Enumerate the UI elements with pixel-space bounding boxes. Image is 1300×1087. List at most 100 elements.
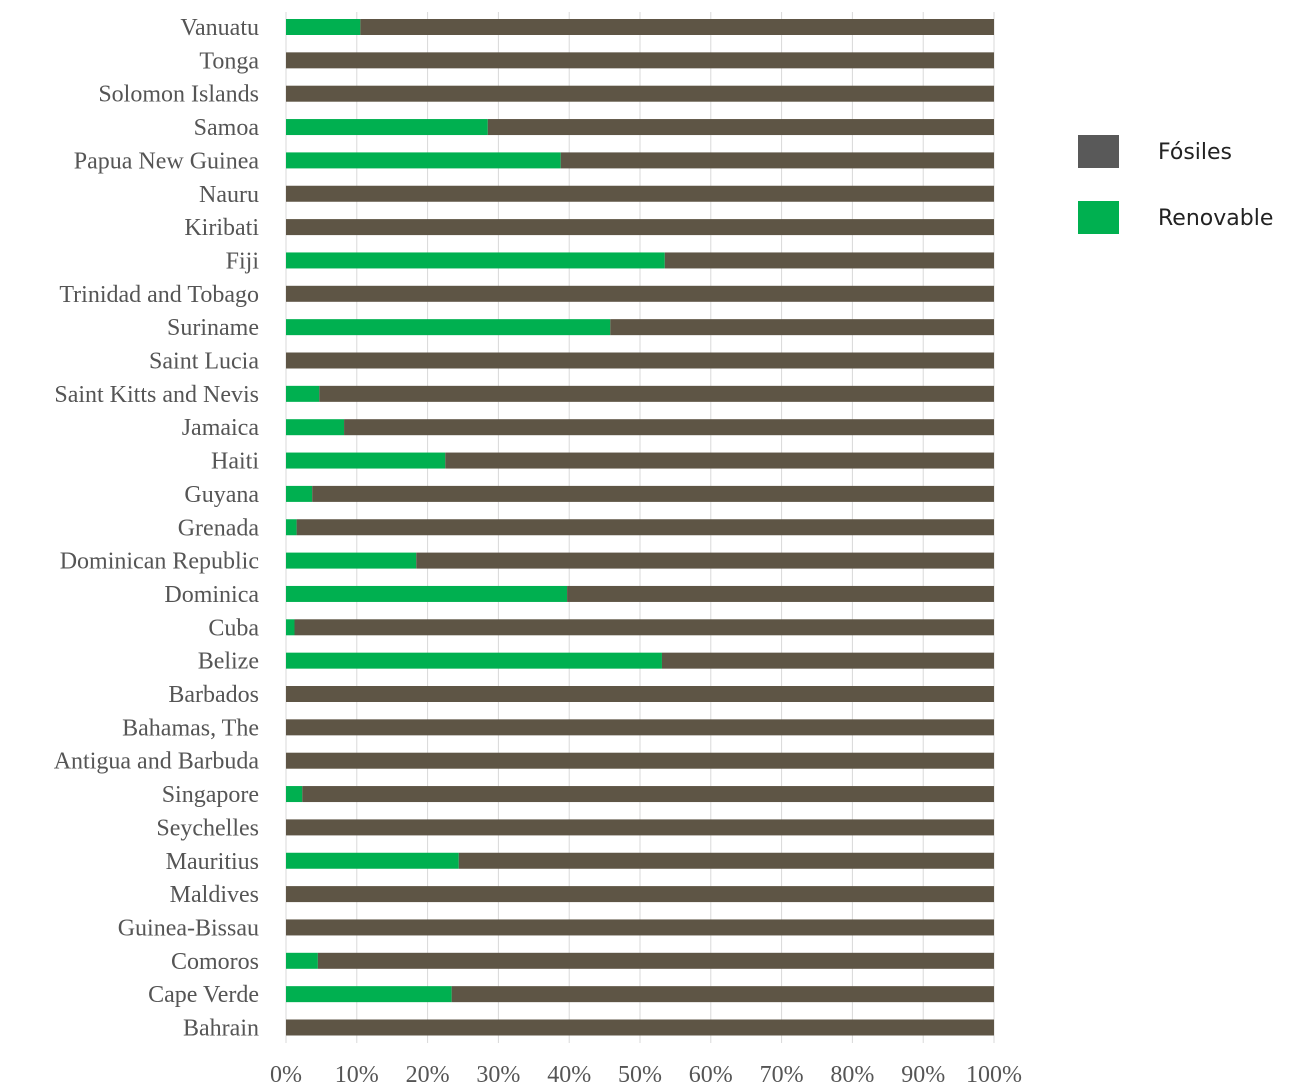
category-label: Guyana: [184, 482, 259, 508]
bar-fsiles: [560, 152, 994, 169]
x-tick-label: 40%: [547, 1062, 591, 1087]
bar-renovable: [286, 19, 361, 35]
category-label: Belize: [198, 649, 259, 675]
bar-fsiles: [286, 1019, 994, 1036]
legend-swatch-fosiles: [1078, 135, 1119, 168]
x-tick-label: 10%: [335, 1062, 379, 1087]
bar-fsiles: [286, 719, 994, 736]
bar-fsiles: [302, 786, 994, 803]
category-label: Cape Verde: [148, 982, 259, 1008]
category-label: Vanuatu: [180, 15, 259, 41]
x-tick-label: 90%: [901, 1062, 945, 1087]
bar-fsiles: [458, 852, 994, 869]
bar-fsiles: [567, 585, 994, 602]
category-label: Antigua and Barbuda: [54, 749, 260, 775]
bar-fsiles: [286, 886, 994, 903]
bar-fsiles: [286, 919, 994, 936]
bar-fsiles: [286, 819, 994, 836]
bar-renovable: [286, 952, 318, 969]
bar-fsiles: [445, 452, 994, 469]
category-label: Haiti: [211, 449, 259, 475]
category-label: Jamaica: [182, 415, 260, 441]
bar-renovable: [286, 385, 320, 402]
bar-fsiles: [286, 52, 994, 69]
bar-renovable: [286, 152, 561, 169]
category-label: Dominica: [164, 582, 259, 608]
bar-renovable: [286, 619, 295, 636]
category-label: Trinidad and Tobago: [59, 282, 259, 308]
bar-renovable: [286, 119, 488, 136]
x-tick-label: 30%: [476, 1062, 520, 1087]
bar-fsiles: [286, 285, 994, 302]
category-labels: Vanuatu Tonga Solomon Islands Samoa Papua Ne…: [54, 15, 260, 1042]
x-tick-label: 80%: [830, 1062, 874, 1087]
x-tick-label: 100%: [966, 1062, 1022, 1087]
bar-fsiles: [317, 952, 994, 969]
x-tick-label: 20%: [406, 1062, 450, 1087]
bar-fsiles: [286, 686, 994, 702]
legend-swatch-renovable: [1078, 201, 1119, 234]
bar-renovable: [286, 786, 303, 803]
bar-fsiles: [610, 319, 994, 336]
legend-label-renovable: Renovable: [1158, 206, 1273, 231]
bar-fsiles: [319, 385, 994, 402]
category-label: Cuba: [208, 615, 259, 641]
bar-fsiles: [416, 552, 995, 569]
category-label: Samoa: [194, 115, 260, 141]
category-label: Guinea-Bissau: [118, 915, 259, 941]
category-label: Dominican Republic: [60, 549, 259, 575]
legend: Fósiles Renovable: [1078, 135, 1273, 234]
bar-fsiles: [296, 519, 994, 536]
x-tick-label: 60%: [689, 1062, 733, 1087]
category-label: Grenada: [178, 515, 260, 541]
category-label: Saint Lucia: [149, 349, 259, 375]
bar-fsiles: [286, 185, 994, 202]
x-tick-label: 50%: [618, 1062, 662, 1087]
category-label: Saint Kitts and Nevis: [54, 382, 259, 408]
category-label: Barbados: [168, 682, 259, 708]
bar-fsiles: [286, 752, 994, 769]
bar-fsiles: [661, 652, 994, 669]
bar-fsiles: [294, 619, 995, 636]
category-label: Singapore: [162, 782, 259, 808]
bar-fsiles: [286, 352, 994, 369]
bar-fsiles: [344, 419, 994, 436]
category-label: Bahamas, The: [122, 715, 259, 741]
bar-fsiles: [487, 119, 994, 136]
category-label: Seychelles: [156, 815, 259, 841]
category-label: Solomon Islands: [98, 82, 259, 108]
bar-fsiles: [360, 19, 995, 35]
bar-renovable: [286, 485, 313, 502]
category-label: Nauru: [199, 182, 259, 208]
bar-fsiles: [286, 219, 994, 236]
category-label: Maldives: [170, 882, 259, 908]
legend-label-fosiles: Fósiles: [1158, 140, 1232, 165]
bar-renovable: [286, 552, 417, 569]
x-tick-label: 0%: [270, 1062, 302, 1087]
x-tick-label: 70%: [760, 1062, 804, 1087]
category-label: Comoros: [171, 949, 259, 975]
category-label: Fiji: [226, 248, 260, 274]
bar-renovable: [286, 986, 452, 1003]
category-label: Tonga: [199, 48, 259, 74]
bars: [286, 19, 995, 1036]
category-label: Mauritius: [166, 849, 259, 875]
bar-renovable: [286, 585, 568, 602]
bar-fsiles: [286, 85, 994, 102]
category-label: Kiribati: [184, 215, 259, 241]
bar-renovable: [286, 252, 665, 269]
bar-fsiles: [664, 252, 994, 269]
category-label: Suriname: [167, 315, 259, 341]
x-axis-ticks: 0% 10% 20% 30% 40% 50% 60% 70% 80% 90% 100%: [270, 1062, 1022, 1087]
bar-renovable: [286, 452, 446, 469]
bar-fsiles: [451, 986, 994, 1003]
category-label: Bahrain: [183, 1016, 259, 1042]
bar-renovable: [286, 652, 662, 669]
bar-renovable: [286, 852, 459, 869]
category-label: Papua New Guinea: [74, 148, 260, 174]
bar-fsiles: [312, 485, 994, 502]
bar-renovable: [286, 419, 345, 436]
bar-renovable: [286, 319, 611, 336]
bar-renovable: [286, 519, 297, 536]
